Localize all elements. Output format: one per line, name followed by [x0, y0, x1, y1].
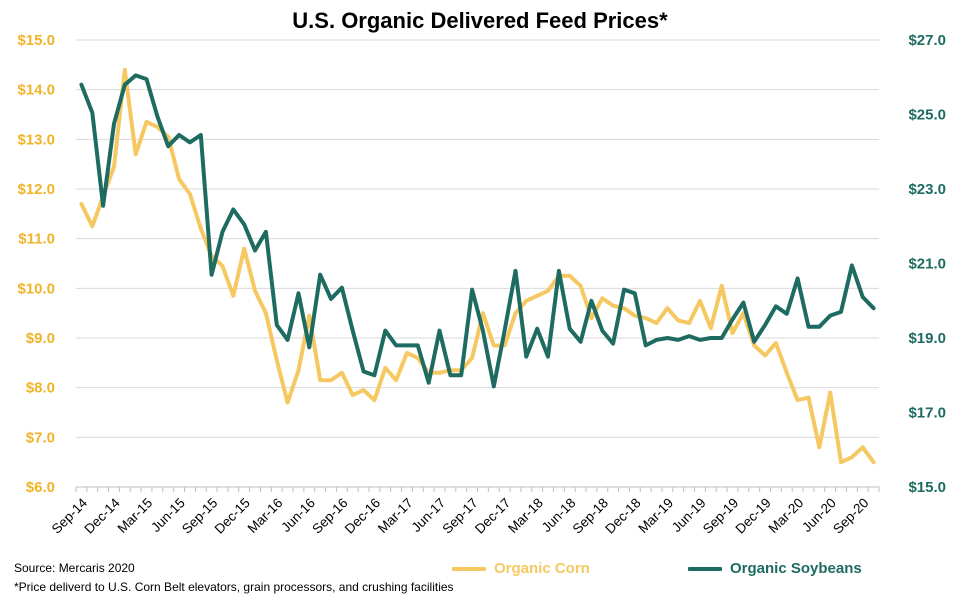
series-line-organic-soybeans — [79, 73, 876, 389]
legend-label-corn: Organic Corn — [494, 560, 590, 577]
legend-swatch-corn — [452, 566, 486, 571]
x-tick-label: Dec-16 — [342, 495, 383, 536]
x-tick-label: Sep-18 — [570, 495, 611, 536]
x-tick-label: Mar-17 — [375, 495, 416, 536]
right-tick-label: $25.0 — [908, 107, 946, 124]
x-tick-label: Mar-19 — [635, 495, 676, 536]
x-tick-label: Mar-20 — [766, 495, 807, 536]
x-tick-label: Sep-15 — [179, 495, 220, 536]
chart-title: U.S. Organic Delivered Feed Prices* — [292, 8, 668, 33]
left-tick-label: $6.0 — [26, 479, 55, 496]
left-tick-label: $12.0 — [17, 181, 55, 198]
right-tick-label: $23.0 — [908, 181, 946, 198]
legend-swatch-soybeans — [688, 566, 722, 571]
x-tick-label: Mar-18 — [505, 495, 546, 536]
x-tick-label: Mar-16 — [245, 495, 286, 536]
x-tick-label: Sep-14 — [49, 495, 91, 537]
x-tick-label: Dec-15 — [212, 495, 253, 536]
x-tick-label: Dec-17 — [472, 495, 513, 536]
x-tick-label: Mar-15 — [114, 495, 155, 536]
right-tick-label: $21.0 — [908, 256, 946, 273]
x-axis: Sep-14Dec-14Mar-15Jun-15Sep-15Dec-15Mar-… — [49, 486, 880, 537]
legend-item-corn: Organic Corn — [452, 560, 590, 577]
legend-item-soybeans: Organic Soybeans — [688, 560, 862, 577]
right-tick-label: $27.0 — [908, 32, 946, 49]
left-tick-label: $10.0 — [17, 280, 55, 297]
series-line-organic-corn — [79, 67, 876, 465]
gridlines — [76, 39, 879, 438]
right-tick-label: $19.0 — [908, 330, 946, 347]
right-tick-label: $17.0 — [908, 405, 946, 422]
left-y-axis: $6.0 $7.0 $8.0 $9.0 $10.0 $11.0 $12.0 $13.0 $14.… — [17, 32, 55, 496]
x-tick-label: Sep-19 — [700, 495, 741, 536]
left-tick-label: $9.0 — [26, 330, 55, 347]
x-tick-label: Sep-16 — [309, 495, 350, 536]
x-tick-label: Sep-20 — [830, 495, 871, 536]
x-tick-label: Dec-19 — [732, 495, 773, 536]
legend-label-soybeans: Organic Soybeans — [730, 560, 862, 577]
left-tick-label: $14.0 — [17, 82, 55, 99]
right-tick-label: $15.0 — [908, 479, 946, 496]
left-tick-label: $7.0 — [26, 429, 55, 446]
left-tick-label: $8.0 — [26, 380, 55, 397]
left-tick-label: $11.0 — [18, 231, 55, 248]
x-tick-label: Sep-17 — [439, 495, 480, 536]
price-footnote: *Price deliverd to U.S. Corn Belt elevat… — [14, 580, 454, 594]
left-tick-label: $13.0 — [17, 131, 55, 148]
x-tick-label: Dec-14 — [81, 495, 123, 537]
x-tick-label: Dec-18 — [602, 495, 643, 536]
left-tick-label: $15.0 — [17, 32, 55, 49]
source-note: Source: Mercaris 2020 — [14, 561, 135, 575]
right-y-axis: $15.0 $17.0 $19.0 $21.0 $23.0 $25.0 $27.0 — [908, 32, 946, 496]
series-lines — [79, 67, 876, 465]
